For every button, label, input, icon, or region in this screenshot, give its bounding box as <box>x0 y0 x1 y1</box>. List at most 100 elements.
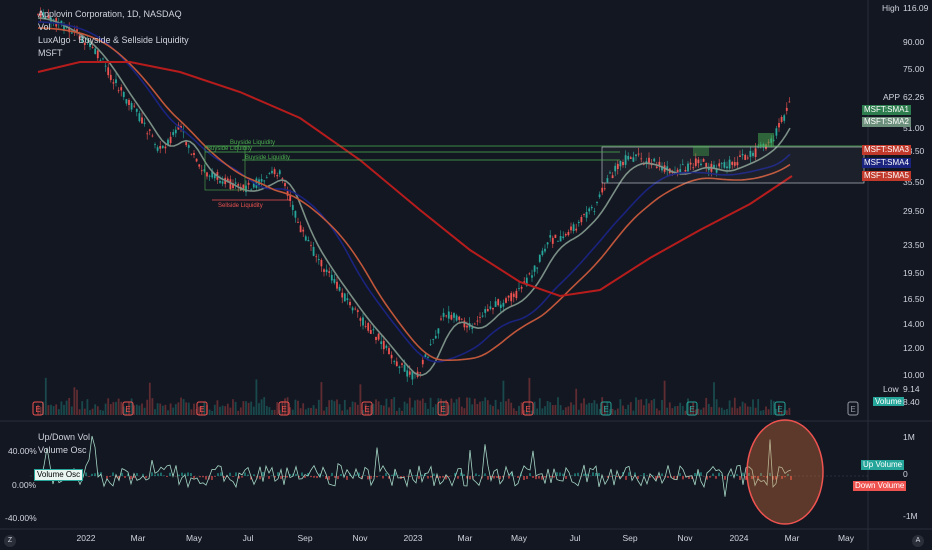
candle-body <box>117 90 120 92</box>
earnings-badge-upcoming[interactable]: E <box>847 401 859 416</box>
candle-body <box>515 290 518 299</box>
app-value: 62.26 <box>903 92 925 102</box>
candle-body <box>154 144 156 145</box>
oscillator-subtitle[interactable]: Volume Osc <box>38 445 87 455</box>
earnings-badge[interactable]: E <box>686 401 698 416</box>
volume-bar <box>614 410 617 415</box>
volume-bar <box>624 408 627 415</box>
volume-bar <box>109 404 112 415</box>
candle-body <box>107 67 110 76</box>
buyside-box <box>204 145 246 191</box>
volume-bar <box>502 380 505 415</box>
candle-body <box>78 35 81 40</box>
tv-logo-icon[interactable]: Z <box>4 535 16 547</box>
x-tick: Nov <box>352 533 368 543</box>
candle-body <box>291 204 294 210</box>
volume-bar <box>278 410 281 415</box>
indicator-luxalgo[interactable]: LuxAlgo - Buyside & Sellside Liquidity <box>38 35 189 45</box>
volume-bar <box>489 404 492 415</box>
volume-bar <box>255 379 258 415</box>
volume-bar <box>161 405 164 415</box>
candle-body <box>76 29 78 33</box>
volume-bar <box>580 403 583 415</box>
candle-body <box>466 325 468 328</box>
volume-bar <box>47 405 50 415</box>
candle-body <box>328 271 331 273</box>
volume-bar <box>707 403 710 415</box>
indicator-vol[interactable]: Vol <box>38 22 51 32</box>
volume-bar <box>198 406 201 415</box>
earnings-badge-letter: E <box>364 405 369 414</box>
candle-body <box>299 225 302 233</box>
volume-bar <box>564 407 567 415</box>
x-tick: 2024 <box>729 533 749 543</box>
volume-bar <box>739 406 741 415</box>
candle-body <box>359 318 362 321</box>
volume-bar <box>453 402 455 415</box>
volume-bar <box>343 399 346 415</box>
candle-body <box>356 310 359 313</box>
candle-body <box>193 152 195 155</box>
volume-bar <box>562 410 565 415</box>
volume-bar <box>63 404 65 415</box>
volume-bar <box>497 409 500 415</box>
volume-bar <box>458 397 461 415</box>
earnings-badge-letter: E <box>689 405 694 414</box>
candle-body <box>616 163 619 169</box>
earnings-badge[interactable]: E <box>437 401 449 416</box>
candle-body <box>130 103 133 110</box>
sma-line-orange <box>37 27 791 361</box>
x-tick: Mar <box>457 533 473 543</box>
earnings-badge[interactable]: E <box>361 401 373 416</box>
earnings-badge[interactable]: E <box>122 401 134 416</box>
candle-body <box>687 163 689 172</box>
volume-bar <box>307 407 310 415</box>
earnings-badge[interactable]: E <box>32 401 44 416</box>
candle-body <box>393 361 396 362</box>
volume-bar <box>606 401 609 415</box>
candle-body <box>312 246 315 256</box>
candle-body <box>206 172 208 177</box>
candle-body <box>694 158 697 166</box>
volume-bar <box>146 399 149 415</box>
volume-bar <box>510 402 513 415</box>
volume-bar <box>432 407 435 415</box>
earnings-badge[interactable]: E <box>522 401 534 416</box>
candle-body <box>346 298 349 301</box>
candle-body <box>245 185 247 193</box>
oscillator-title[interactable]: Up/Down Vol <box>38 432 91 442</box>
candle-body <box>242 184 245 189</box>
x-tick: Jul <box>242 533 254 543</box>
volume-bar <box>141 403 143 415</box>
candle-body <box>120 87 123 91</box>
candle-body <box>372 329 375 331</box>
candle-body <box>325 269 328 273</box>
volume-bar <box>143 407 146 415</box>
earnings-badge[interactable]: E <box>774 401 786 416</box>
candle-body <box>284 183 286 187</box>
volume-bar <box>44 377 47 415</box>
volume-bar <box>268 407 271 415</box>
candle-body <box>138 113 141 122</box>
earnings-badge[interactable]: E <box>278 401 290 416</box>
volume-bar <box>687 398 689 415</box>
auto-scale-icon[interactable]: A <box>912 535 924 547</box>
volume-bar <box>744 403 747 415</box>
indicator-msft[interactable]: MSFT <box>38 48 63 58</box>
earnings-badge[interactable]: E <box>196 401 208 416</box>
candle-body <box>198 164 201 167</box>
candle-body <box>213 174 216 179</box>
candle-body <box>250 189 253 191</box>
volume-bar <box>440 398 442 415</box>
volume-bar <box>715 399 718 415</box>
x-tick: May <box>185 533 203 543</box>
candle-body <box>614 165 617 172</box>
chart-title[interactable]: Applovin Corporation, 1D, NASDAQ <box>38 9 182 19</box>
earnings-badge-letter: E <box>850 405 855 414</box>
candle-body <box>460 318 463 320</box>
volume-bar <box>710 406 713 415</box>
earnings-badge[interactable]: E <box>600 401 612 416</box>
candle-body <box>629 157 632 159</box>
candle-body <box>294 211 297 218</box>
